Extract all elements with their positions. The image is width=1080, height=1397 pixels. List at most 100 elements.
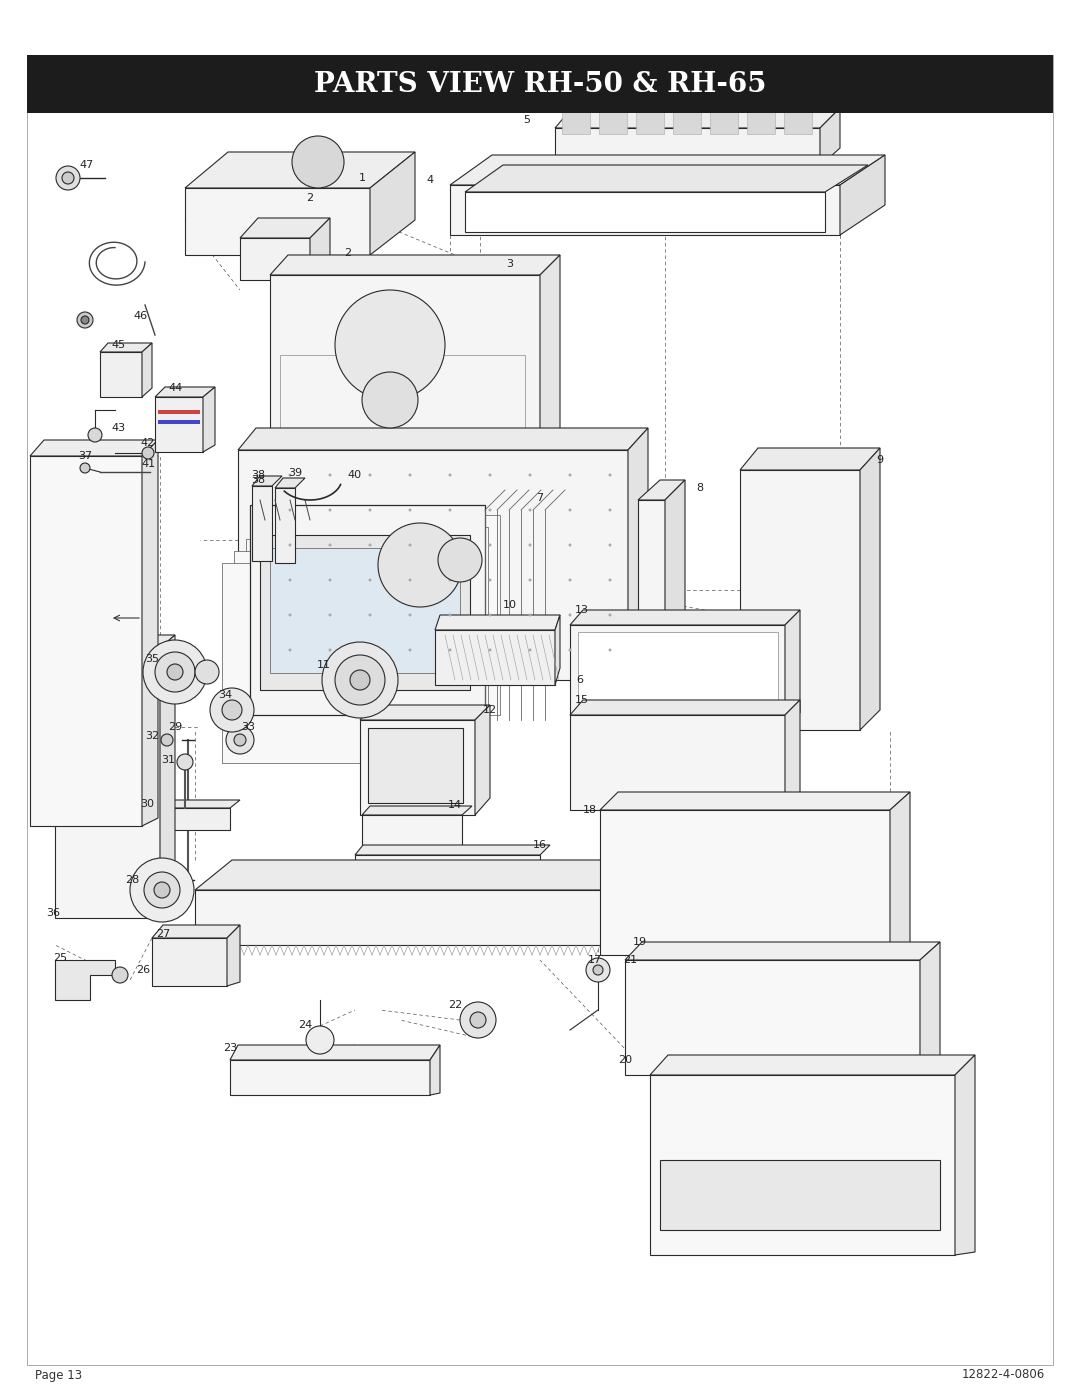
Text: 6: 6 bbox=[577, 675, 583, 685]
Polygon shape bbox=[625, 942, 940, 960]
Bar bbox=[222, 563, 453, 763]
Circle shape bbox=[56, 166, 80, 190]
Bar bbox=[158, 420, 200, 425]
Text: 25: 25 bbox=[53, 953, 67, 963]
Bar bbox=[465, 191, 825, 232]
Text: 10: 10 bbox=[503, 599, 517, 610]
Bar bbox=[152, 937, 227, 986]
Bar bbox=[355, 855, 540, 886]
Circle shape bbox=[328, 509, 332, 511]
Text: 12: 12 bbox=[483, 705, 497, 715]
Bar bbox=[280, 355, 525, 446]
Polygon shape bbox=[450, 155, 885, 184]
Circle shape bbox=[350, 671, 370, 690]
Polygon shape bbox=[840, 155, 885, 235]
Bar bbox=[100, 352, 141, 397]
Text: 19: 19 bbox=[633, 937, 647, 947]
Text: 12822-4-0806: 12822-4-0806 bbox=[962, 1369, 1045, 1382]
Polygon shape bbox=[152, 925, 240, 937]
Polygon shape bbox=[638, 481, 685, 500]
Circle shape bbox=[195, 659, 219, 685]
Circle shape bbox=[143, 640, 207, 704]
Circle shape bbox=[568, 578, 571, 581]
Text: 11: 11 bbox=[318, 659, 330, 671]
Circle shape bbox=[608, 543, 611, 546]
Circle shape bbox=[368, 613, 372, 616]
Circle shape bbox=[568, 613, 571, 616]
Polygon shape bbox=[540, 256, 561, 450]
Circle shape bbox=[608, 648, 611, 651]
Text: PARTS VIEW RH-50 & RH-65: PARTS VIEW RH-50 & RH-65 bbox=[314, 70, 766, 98]
Circle shape bbox=[408, 509, 411, 511]
Text: 37: 37 bbox=[78, 451, 92, 461]
Circle shape bbox=[141, 447, 154, 460]
Circle shape bbox=[288, 613, 292, 616]
Polygon shape bbox=[355, 845, 550, 855]
Circle shape bbox=[488, 474, 491, 476]
Polygon shape bbox=[890, 792, 910, 970]
Text: 2: 2 bbox=[345, 249, 352, 258]
Circle shape bbox=[368, 648, 372, 651]
Text: 7: 7 bbox=[537, 493, 543, 503]
Circle shape bbox=[608, 474, 611, 476]
Bar bbox=[30, 455, 141, 826]
Polygon shape bbox=[785, 610, 800, 715]
Text: 20: 20 bbox=[618, 1055, 632, 1065]
Circle shape bbox=[288, 474, 292, 476]
Polygon shape bbox=[555, 615, 561, 685]
Text: 33: 33 bbox=[241, 722, 255, 732]
Bar bbox=[27, 54, 1053, 113]
Circle shape bbox=[144, 872, 180, 908]
Text: 29: 29 bbox=[167, 722, 183, 732]
Polygon shape bbox=[665, 481, 685, 700]
Circle shape bbox=[87, 427, 102, 441]
Circle shape bbox=[528, 543, 531, 546]
Circle shape bbox=[288, 578, 292, 581]
Bar bbox=[234, 550, 464, 752]
Circle shape bbox=[528, 474, 531, 476]
Circle shape bbox=[528, 578, 531, 581]
Polygon shape bbox=[310, 218, 330, 279]
Bar bbox=[252, 486, 272, 562]
Text: 46: 46 bbox=[133, 312, 147, 321]
Bar bbox=[368, 728, 463, 803]
Circle shape bbox=[488, 613, 491, 616]
Circle shape bbox=[306, 1025, 334, 1053]
Polygon shape bbox=[860, 448, 880, 731]
Bar bbox=[570, 624, 785, 715]
Text: 32: 32 bbox=[145, 731, 159, 740]
Circle shape bbox=[177, 754, 193, 770]
Polygon shape bbox=[195, 861, 710, 890]
Bar bbox=[570, 715, 785, 810]
Polygon shape bbox=[670, 861, 710, 944]
Circle shape bbox=[368, 474, 372, 476]
Text: 2: 2 bbox=[307, 193, 313, 203]
Polygon shape bbox=[230, 1045, 440, 1060]
Circle shape bbox=[488, 648, 491, 651]
Bar bbox=[230, 1060, 430, 1095]
Circle shape bbox=[335, 291, 445, 400]
Circle shape bbox=[362, 372, 418, 427]
Text: 18: 18 bbox=[583, 805, 597, 814]
Text: 38: 38 bbox=[251, 469, 265, 481]
Bar bbox=[158, 409, 200, 414]
Polygon shape bbox=[240, 218, 330, 237]
Polygon shape bbox=[465, 165, 868, 191]
Circle shape bbox=[568, 648, 571, 651]
Polygon shape bbox=[920, 942, 940, 1076]
Text: 38: 38 bbox=[251, 475, 265, 485]
Circle shape bbox=[470, 1011, 486, 1028]
Text: 43: 43 bbox=[111, 423, 125, 433]
Circle shape bbox=[80, 462, 90, 474]
Bar bbox=[360, 719, 475, 814]
Circle shape bbox=[328, 613, 332, 616]
Circle shape bbox=[448, 474, 451, 476]
Circle shape bbox=[222, 700, 242, 719]
Polygon shape bbox=[555, 108, 840, 129]
Circle shape bbox=[448, 578, 451, 581]
Circle shape bbox=[448, 509, 451, 511]
Text: 5: 5 bbox=[524, 115, 530, 124]
Polygon shape bbox=[740, 448, 880, 469]
Text: 1: 1 bbox=[359, 173, 365, 183]
Polygon shape bbox=[227, 925, 240, 986]
